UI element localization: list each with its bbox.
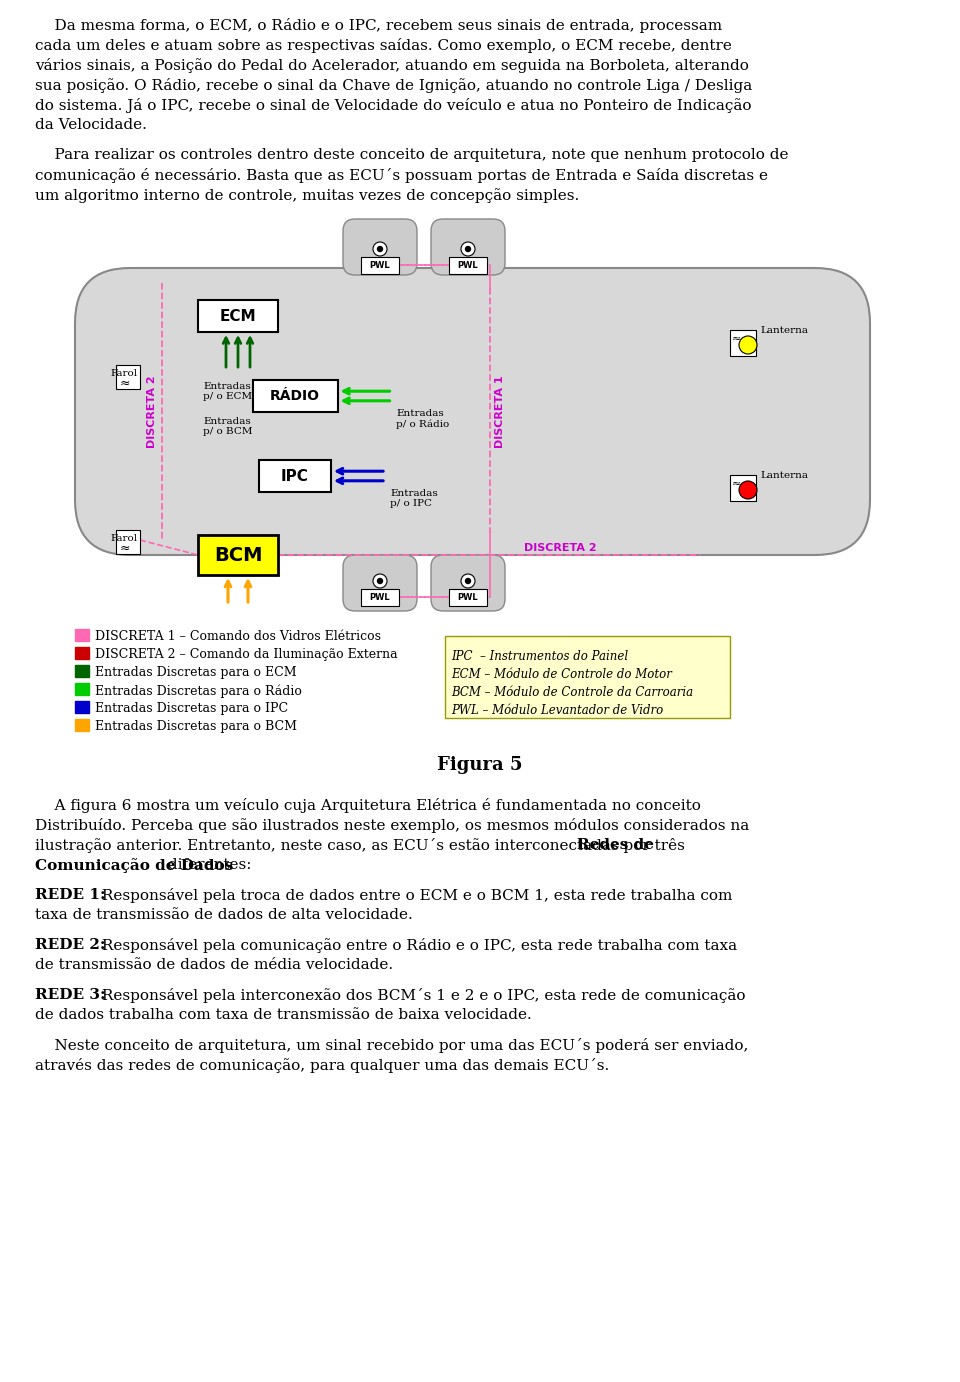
Text: Responsável pela troca de dados entre o ECM e o BCM 1, esta rede trabalha com: Responsável pela troca de dados entre o … [97, 889, 732, 902]
Text: DISCRETA 1 – Comando dos Vidros Elétricos: DISCRETA 1 – Comando dos Vidros Elétrico… [95, 630, 381, 643]
Text: RÁDIO: RÁDIO [270, 388, 320, 404]
Text: comunicação é necessário. Basta que as ECU´s possuam portas de Entrada e Saída d: comunicação é necessário. Basta que as E… [35, 169, 768, 182]
FancyBboxPatch shape [445, 636, 730, 719]
Text: PWL: PWL [458, 593, 478, 603]
FancyBboxPatch shape [343, 218, 417, 275]
Text: ECM – Módulo de Controle do Motor: ECM – Módulo de Controle do Motor [451, 668, 672, 681]
Text: Da mesma forma, o ECM, o Rádio e o IPC, recebem seus sinais de entrada, processa: Da mesma forma, o ECM, o Rádio e o IPC, … [35, 18, 722, 33]
Text: ≈: ≈ [732, 480, 741, 489]
Text: de transmissão de dados de média velocidade.: de transmissão de dados de média velocid… [35, 958, 394, 972]
Text: de dados trabalha com taxa de transmissão de baixa velocidade.: de dados trabalha com taxa de transmissã… [35, 1007, 532, 1023]
Circle shape [739, 481, 757, 499]
Text: ≈: ≈ [120, 542, 131, 556]
Text: BCM: BCM [214, 546, 262, 564]
FancyBboxPatch shape [730, 475, 756, 502]
FancyBboxPatch shape [198, 300, 278, 332]
Text: IPC: IPC [281, 468, 309, 484]
Text: taxa de transmissão de dados de alta velocidade.: taxa de transmissão de dados de alta vel… [35, 908, 413, 922]
Text: ilustração anterior. Entretanto, neste caso, as ECU´s estão interconectadas por : ilustração anterior. Entretanto, neste c… [35, 837, 689, 853]
Text: BCM – Módulo de Controle da Carroaria: BCM – Módulo de Controle da Carroaria [451, 685, 693, 699]
FancyBboxPatch shape [449, 257, 487, 274]
FancyBboxPatch shape [730, 330, 756, 357]
Circle shape [377, 246, 382, 252]
Circle shape [466, 246, 470, 252]
Bar [75, 647, 89, 659]
Text: Redes de: Redes de [577, 837, 655, 851]
Text: Neste conceito de arquitetura, um sinal recebido por uma das ECU´s poderá ser en: Neste conceito de arquitetura, um sinal … [35, 1038, 749, 1053]
Circle shape [373, 242, 387, 256]
Text: Entradas
p/ o Rádio: Entradas p/ o Rádio [396, 409, 449, 428]
Circle shape [466, 579, 470, 583]
Text: Farol: Farol [110, 369, 137, 379]
FancyBboxPatch shape [116, 531, 140, 554]
Text: Entradas Discretas para o ECM: Entradas Discretas para o ECM [95, 666, 297, 679]
Text: Responsável pela comunicação entre o Rádio e o IPC, esta rede trabalha com taxa: Responsável pela comunicação entre o Rád… [97, 938, 737, 954]
Text: um algoritmo interno de controle, muitas vezes de concepção simples.: um algoritmo interno de controle, muitas… [35, 188, 579, 203]
FancyBboxPatch shape [343, 556, 417, 611]
Text: através das redes de comunicação, para qualquer uma das demais ECU´s.: através das redes de comunicação, para q… [35, 1059, 610, 1072]
Text: Entradas Discretas para o IPC: Entradas Discretas para o IPC [95, 702, 288, 714]
Text: IPC  – Instrumentos do Painel: IPC – Instrumentos do Painel [451, 650, 628, 663]
FancyBboxPatch shape [259, 460, 331, 492]
Text: A figura 6 mostra um veículo cuja Arquitetura Elétrica é fundamentada no conceit: A figura 6 mostra um veículo cuja Arquit… [35, 797, 701, 813]
Text: DISCRETA 2: DISCRETA 2 [524, 543, 596, 553]
Text: ECM: ECM [220, 308, 256, 323]
Text: Entradas Discretas para o Rádio: Entradas Discretas para o Rádio [95, 684, 301, 698]
FancyBboxPatch shape [75, 268, 870, 556]
Text: Comunicação de Dados: Comunicação de Dados [35, 858, 233, 873]
Text: Entradas Discretas para o BCM: Entradas Discretas para o BCM [95, 720, 297, 732]
Circle shape [739, 336, 757, 354]
Text: REDE 3:: REDE 3: [35, 988, 106, 1002]
Text: Figura 5: Figura 5 [437, 756, 523, 774]
Text: Entradas
p/ o IPC: Entradas p/ o IPC [390, 489, 438, 509]
Text: ≈: ≈ [120, 377, 131, 390]
FancyBboxPatch shape [361, 257, 399, 274]
Circle shape [373, 574, 387, 587]
Text: DISCRETA 2: DISCRETA 2 [147, 375, 157, 448]
Text: DISCRETA 1: DISCRETA 1 [495, 375, 505, 448]
Text: REDE 1:: REDE 1: [35, 889, 106, 902]
Text: PWL: PWL [370, 593, 391, 603]
Text: sua posição. O Rádio, recebe o sinal da Chave de Ignição, atuando no controle Li: sua posição. O Rádio, recebe o sinal da … [35, 77, 753, 93]
Text: Entradas
p/ o ECM: Entradas p/ o ECM [203, 381, 252, 401]
FancyBboxPatch shape [431, 218, 505, 275]
Text: Lanterna: Lanterna [760, 471, 808, 480]
FancyBboxPatch shape [449, 589, 487, 605]
Text: Para realizar os controles dentro deste conceito de arquitetura, note que nenhum: Para realizar os controles dentro deste … [35, 148, 788, 162]
Bar [75, 719, 89, 731]
Text: cada um deles e atuam sobre as respectivas saídas. Como exemplo, o ECM recebe, d: cada um deles e atuam sobre as respectiv… [35, 37, 732, 53]
Bar [75, 683, 89, 695]
Text: PWL: PWL [458, 261, 478, 269]
Text: Farol: Farol [110, 533, 137, 543]
FancyBboxPatch shape [361, 589, 399, 605]
Text: Lanterna: Lanterna [760, 326, 808, 334]
FancyBboxPatch shape [116, 365, 140, 388]
Text: do sistema. Já o IPC, recebe o sinal de Velocidade do veículo e atua no Ponteiro: do sistema. Já o IPC, recebe o sinal de … [35, 98, 752, 113]
Text: diferentes:: diferentes: [162, 858, 252, 872]
Text: PWL: PWL [370, 261, 391, 269]
Text: ≈: ≈ [732, 334, 741, 344]
FancyBboxPatch shape [431, 556, 505, 611]
Text: REDE 2:: REDE 2: [35, 938, 106, 952]
Text: Distribuído. Perceba que são ilustrados neste exemplo, os mesmos módulos conside: Distribuído. Perceba que são ilustrados … [35, 818, 749, 833]
Circle shape [461, 242, 475, 256]
Bar [75, 665, 89, 677]
Text: vários sinais, a Posição do Pedal do Acelerador, atuando em seguida na Borboleta: vários sinais, a Posição do Pedal do Ace… [35, 58, 749, 73]
Text: PWL – Módulo Levantador de Vidro: PWL – Módulo Levantador de Vidro [451, 703, 663, 717]
FancyBboxPatch shape [252, 380, 338, 412]
Text: Entradas
p/ o BCM: Entradas p/ o BCM [203, 417, 252, 437]
Text: Responsável pela interconexão dos BCM´s 1 e 2 e o IPC, esta rede de comunicação: Responsável pela interconexão dos BCM´s … [97, 988, 746, 1003]
Text: da Velocidade.: da Velocidade. [35, 117, 147, 133]
Bar [75, 629, 89, 641]
FancyBboxPatch shape [198, 535, 278, 575]
Circle shape [461, 574, 475, 587]
Text: DISCRETA 2 – Comando da Iluminação Externa: DISCRETA 2 – Comando da Iluminação Exter… [95, 648, 397, 661]
Circle shape [377, 579, 382, 583]
Bar [75, 701, 89, 713]
